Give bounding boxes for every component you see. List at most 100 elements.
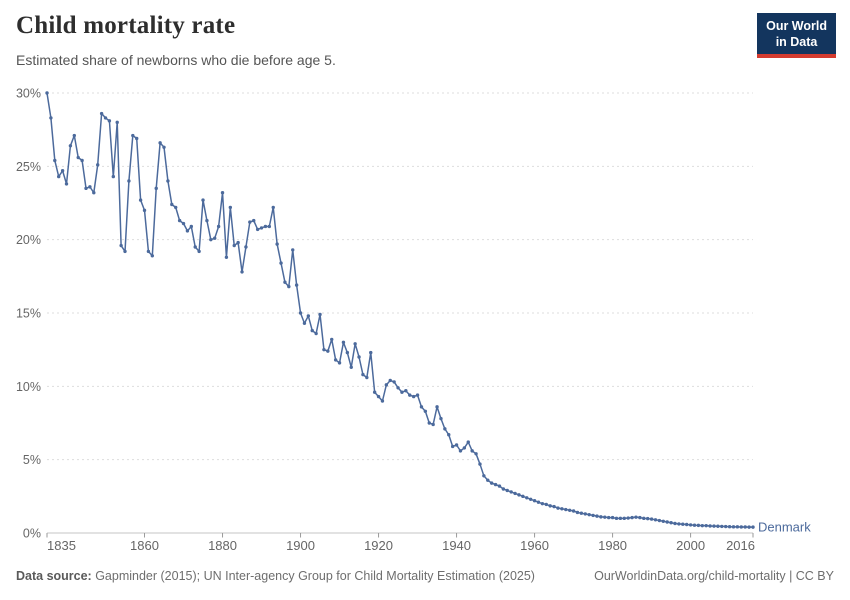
data-point: [252, 218, 256, 223]
y-axis-tick-label: 15%: [16, 307, 41, 321]
data-point: [462, 446, 467, 450]
data-point: [333, 358, 338, 362]
data-point: [271, 205, 275, 210]
data-point: [123, 249, 127, 254]
data-point: [263, 224, 268, 229]
data-point: [435, 405, 439, 409]
data-point: [341, 340, 346, 345]
data-point: [392, 380, 396, 384]
data-point: [470, 449, 474, 453]
entity-label-denmark[interactable]: Denmark: [758, 520, 811, 535]
data-point: [474, 452, 478, 456]
data-point: [439, 416, 443, 421]
data-point: [318, 312, 322, 317]
data-point: [174, 205, 178, 210]
data-point: [314, 331, 318, 336]
data-point: [657, 518, 662, 523]
data-point: [57, 174, 61, 179]
data-point: [205, 218, 209, 223]
data-point: [684, 522, 689, 527]
data-point: [162, 145, 166, 149]
data-point: [505, 488, 509, 493]
data-point: [723, 524, 728, 529]
data-point: [517, 493, 521, 497]
data-point: [649, 517, 654, 521]
data-point: [283, 280, 287, 284]
data-point: [330, 337, 334, 342]
y-axis-tick-label: 0%: [23, 527, 41, 541]
data-point: [692, 523, 697, 527]
data-point: [369, 350, 373, 355]
data-point: [302, 321, 307, 325]
x-axis-tick-label: 1980: [598, 538, 627, 553]
data-point: [345, 350, 350, 355]
data-point: [49, 116, 53, 120]
data-point: [337, 361, 342, 365]
data-point: [747, 525, 751, 529]
data-point: [587, 512, 591, 517]
data-point: [150, 254, 155, 258]
data-point: [146, 249, 151, 254]
y-axis-tick-label: 5%: [23, 453, 41, 467]
data-point: [591, 513, 595, 518]
data-point: [681, 522, 685, 526]
data-point: [372, 390, 377, 394]
data-point: [68, 144, 73, 148]
y-axis-tick-label: 30%: [16, 87, 41, 101]
data-point: [739, 525, 743, 529]
data-point: [404, 389, 408, 393]
data-point: [571, 509, 576, 513]
x-axis-tick-label: 1940: [442, 538, 471, 553]
data-point: [626, 516, 630, 520]
data-point: [103, 116, 108, 120]
data-point: [599, 515, 603, 519]
data-point: [248, 220, 252, 224]
chart-footer: Data source: Gapminder (2015); UN Inter-…: [16, 569, 834, 583]
owid-logo-line2: in Data: [775, 35, 818, 49]
data-point: [255, 227, 260, 232]
data-point: [232, 243, 236, 248]
data-point: [493, 482, 498, 487]
data-point: [447, 433, 451, 437]
data-point: [181, 221, 186, 226]
data-point: [532, 499, 537, 503]
data-point: [423, 409, 428, 413]
data-point: [704, 523, 708, 528]
data-point: [267, 224, 272, 229]
data-point: [700, 523, 704, 528]
data-point: [353, 342, 357, 346]
data-point: [677, 522, 681, 526]
data-point: [521, 494, 525, 499]
data-point: [575, 510, 580, 515]
data-point: [259, 226, 264, 230]
data-point: [287, 284, 291, 289]
data-source-text: Gapminder (2015); UN Inter-agency Group …: [91, 569, 535, 583]
x-axis-tick-label: 1960: [520, 538, 549, 553]
data-point: [567, 508, 572, 512]
data-point: [560, 507, 564, 511]
data-point: [275, 242, 279, 246]
data-point: [696, 523, 701, 528]
data-point: [380, 399, 385, 403]
data-point: [170, 202, 174, 207]
data-point: [509, 490, 513, 494]
page-title: Child mortality rate: [16, 12, 236, 39]
data-point: [236, 240, 240, 245]
data-point: [579, 511, 584, 515]
data-point: [228, 205, 233, 210]
data-point: [76, 155, 80, 160]
x-axis-tick-label: 1900: [286, 538, 315, 553]
data-point: [99, 111, 104, 116]
data-point: [294, 283, 299, 287]
data-point: [513, 491, 517, 496]
data-point: [528, 497, 533, 501]
data-point: [501, 487, 506, 491]
y-axis-tick-label: 25%: [16, 160, 41, 174]
footer-link[interactable]: OurWorldinData.org/child-mortality | CC …: [594, 569, 834, 583]
data-point: [716, 524, 720, 528]
data-point: [454, 443, 459, 447]
data-point: [634, 515, 638, 519]
data-point: [548, 504, 552, 508]
data-point: [361, 372, 365, 377]
